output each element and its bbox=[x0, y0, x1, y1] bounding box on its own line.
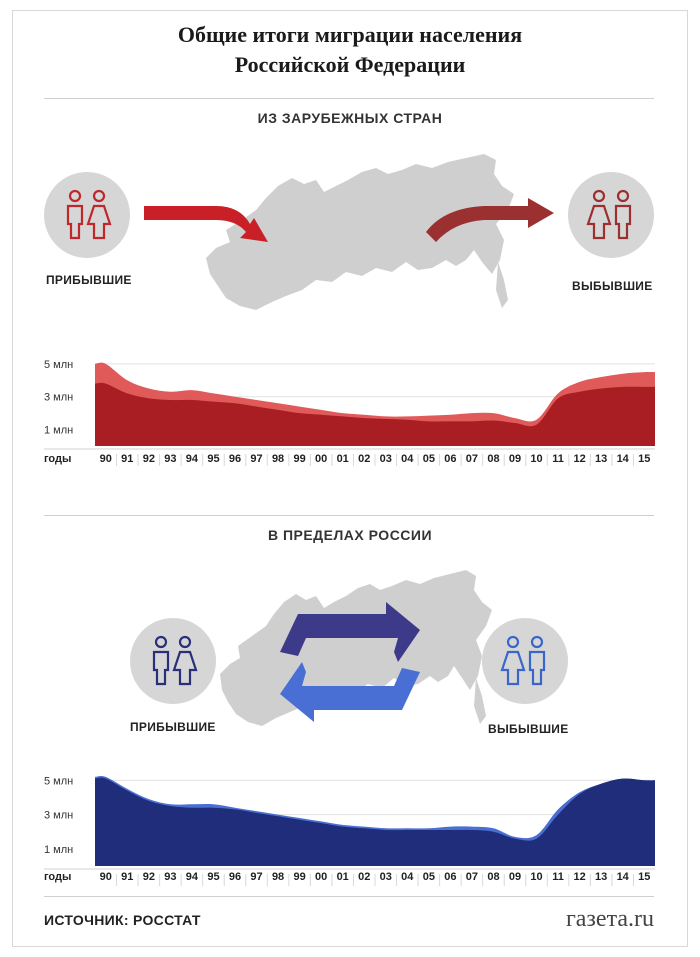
x-tick-label: 03 bbox=[380, 871, 392, 883]
title-line-1: Общие итоги миграции населения bbox=[177, 22, 523, 47]
y-tick-label: 3 млн bbox=[44, 392, 73, 404]
man-woman-icon bbox=[152, 635, 198, 686]
publisher-logo: газета.ru bbox=[565, 906, 654, 932]
x-tick-label: 15 bbox=[638, 453, 650, 465]
x-tick-label: 12 bbox=[573, 453, 585, 465]
foreign-arrivals-label: ПРИБЫВШИЕ bbox=[46, 273, 132, 287]
x-tick-label: 13 bbox=[595, 453, 607, 465]
russia-map-foreign bbox=[206, 154, 514, 310]
x-tick-label: 08 bbox=[487, 453, 499, 465]
x-tick-label: 06 bbox=[444, 453, 456, 465]
x-tick-label: 90 bbox=[100, 871, 112, 883]
x-tick-label: 04 bbox=[401, 871, 414, 883]
x-tick-label: 95 bbox=[207, 453, 219, 465]
x-tick-label: 91 bbox=[121, 453, 133, 465]
x-tick-label: 07 bbox=[466, 453, 478, 465]
x-tick-label: 04 bbox=[401, 453, 414, 465]
x-axis-label: годы bbox=[44, 453, 71, 465]
x-tick-label: 15 bbox=[638, 871, 650, 883]
y-tick-label: 3 млн bbox=[44, 810, 73, 822]
arrivals-people-icon bbox=[130, 618, 216, 704]
circular-flow-arrows bbox=[280, 602, 420, 722]
departures-arrow bbox=[426, 198, 554, 242]
source-label: ИСТОЧНИК: РОССТАТ bbox=[44, 912, 201, 928]
x-tick-label: 06 bbox=[444, 871, 456, 883]
x-tick-label: 95 bbox=[207, 871, 219, 883]
x-tick-label: 05 bbox=[423, 871, 435, 883]
y-tick-label: 1 млн bbox=[44, 844, 73, 856]
x-tick-label: 00 bbox=[315, 453, 327, 465]
domestic-departures-label: ВЫБЫВШИЕ bbox=[488, 722, 569, 736]
x-tick-label: 11 bbox=[552, 871, 564, 883]
arrivals-people-icon bbox=[44, 172, 130, 258]
page-title: Общие итоги миграции населения Российско… bbox=[0, 20, 700, 80]
x-tick-label: 97 bbox=[250, 453, 262, 465]
divider bbox=[44, 98, 654, 99]
x-tick-label: 07 bbox=[466, 871, 478, 883]
x-tick-label: 91 bbox=[121, 871, 133, 883]
x-tick-label: 09 bbox=[509, 871, 521, 883]
x-tick-label: 02 bbox=[358, 453, 370, 465]
domestic-arrivals-label: ПРИБЫВШИЕ bbox=[130, 720, 216, 734]
foreign-migration-chart: 5 млн 3 млн 1 млн годы 90 91 92 93 94 95 96 97 98 99 0… bbox=[44, 359, 655, 466]
x-tick-label: 92 bbox=[143, 871, 155, 883]
x-tick-label: 13 bbox=[595, 871, 607, 883]
russia-map-shape bbox=[206, 154, 514, 310]
x-tick-label: 14 bbox=[617, 453, 630, 465]
x-tick-label: 10 bbox=[530, 871, 542, 883]
x-tick-label: 12 bbox=[573, 871, 585, 883]
title-line-2: Российской Федерации bbox=[234, 52, 466, 77]
y-tick-label: 5 млн bbox=[44, 775, 73, 787]
x-tick-label: 98 bbox=[272, 453, 284, 465]
x-tick-label: 90 bbox=[100, 453, 112, 465]
x-tick-label: 08 bbox=[487, 871, 499, 883]
series-area-2 bbox=[95, 777, 655, 866]
x-tick-label: 11 bbox=[552, 453, 564, 465]
infographic-frame bbox=[12, 10, 688, 947]
x-tick-label: 01 bbox=[337, 453, 349, 465]
x-tick-label: 93 bbox=[164, 453, 176, 465]
x-axis-label: годы bbox=[44, 871, 71, 883]
x-tick-label: 94 bbox=[186, 453, 199, 465]
man-woman-icon bbox=[66, 189, 112, 240]
x-tick-label: 92 bbox=[143, 453, 155, 465]
x-tick-label: 94 bbox=[186, 871, 199, 883]
x-tick-label: 00 bbox=[315, 871, 327, 883]
foreign-departures-label: ВЫБЫВШИЕ bbox=[572, 279, 653, 293]
x-tick-label: 96 bbox=[229, 453, 241, 465]
x-tick-label: 09 bbox=[509, 453, 521, 465]
x-tick-label: 93 bbox=[164, 871, 176, 883]
x-tick-label: 96 bbox=[229, 871, 241, 883]
series-area-2 bbox=[95, 382, 655, 446]
x-tick-label: 05 bbox=[423, 453, 435, 465]
x-tick-label: 02 bbox=[358, 871, 370, 883]
divider bbox=[44, 896, 654, 897]
woman-man-icon bbox=[500, 635, 546, 686]
x-tick-label: 98 bbox=[272, 871, 284, 883]
x-tick-label: 97 bbox=[250, 871, 262, 883]
arrivals-arrow bbox=[144, 206, 268, 242]
y-tick-label: 1 млн bbox=[44, 425, 73, 437]
x-tick-label: 99 bbox=[293, 453, 305, 465]
x-tick-label: 03 bbox=[380, 453, 392, 465]
divider bbox=[44, 515, 654, 516]
domestic-section-title: В ПРЕДЕЛАХ РОССИИ bbox=[267, 527, 433, 543]
domestic-migration-chart: 5 млн 3 млн 1 млн годы 90 91 92 93 94 95 96 97 98 99 0… bbox=[44, 775, 655, 886]
x-tick-label: 01 bbox=[337, 871, 349, 883]
foreign-section-title: ИЗ ЗАРУБЕЖНЫХ СТРАН bbox=[257, 110, 443, 126]
x-tick-label: 14 bbox=[617, 871, 630, 883]
departures-people-icon bbox=[568, 172, 654, 258]
x-tick-label: 10 bbox=[530, 453, 542, 465]
x-tick-label: 99 bbox=[293, 871, 305, 883]
y-tick-label: 5 млн bbox=[44, 359, 73, 371]
departures-people-icon bbox=[482, 618, 568, 704]
woman-man-icon bbox=[586, 189, 632, 240]
